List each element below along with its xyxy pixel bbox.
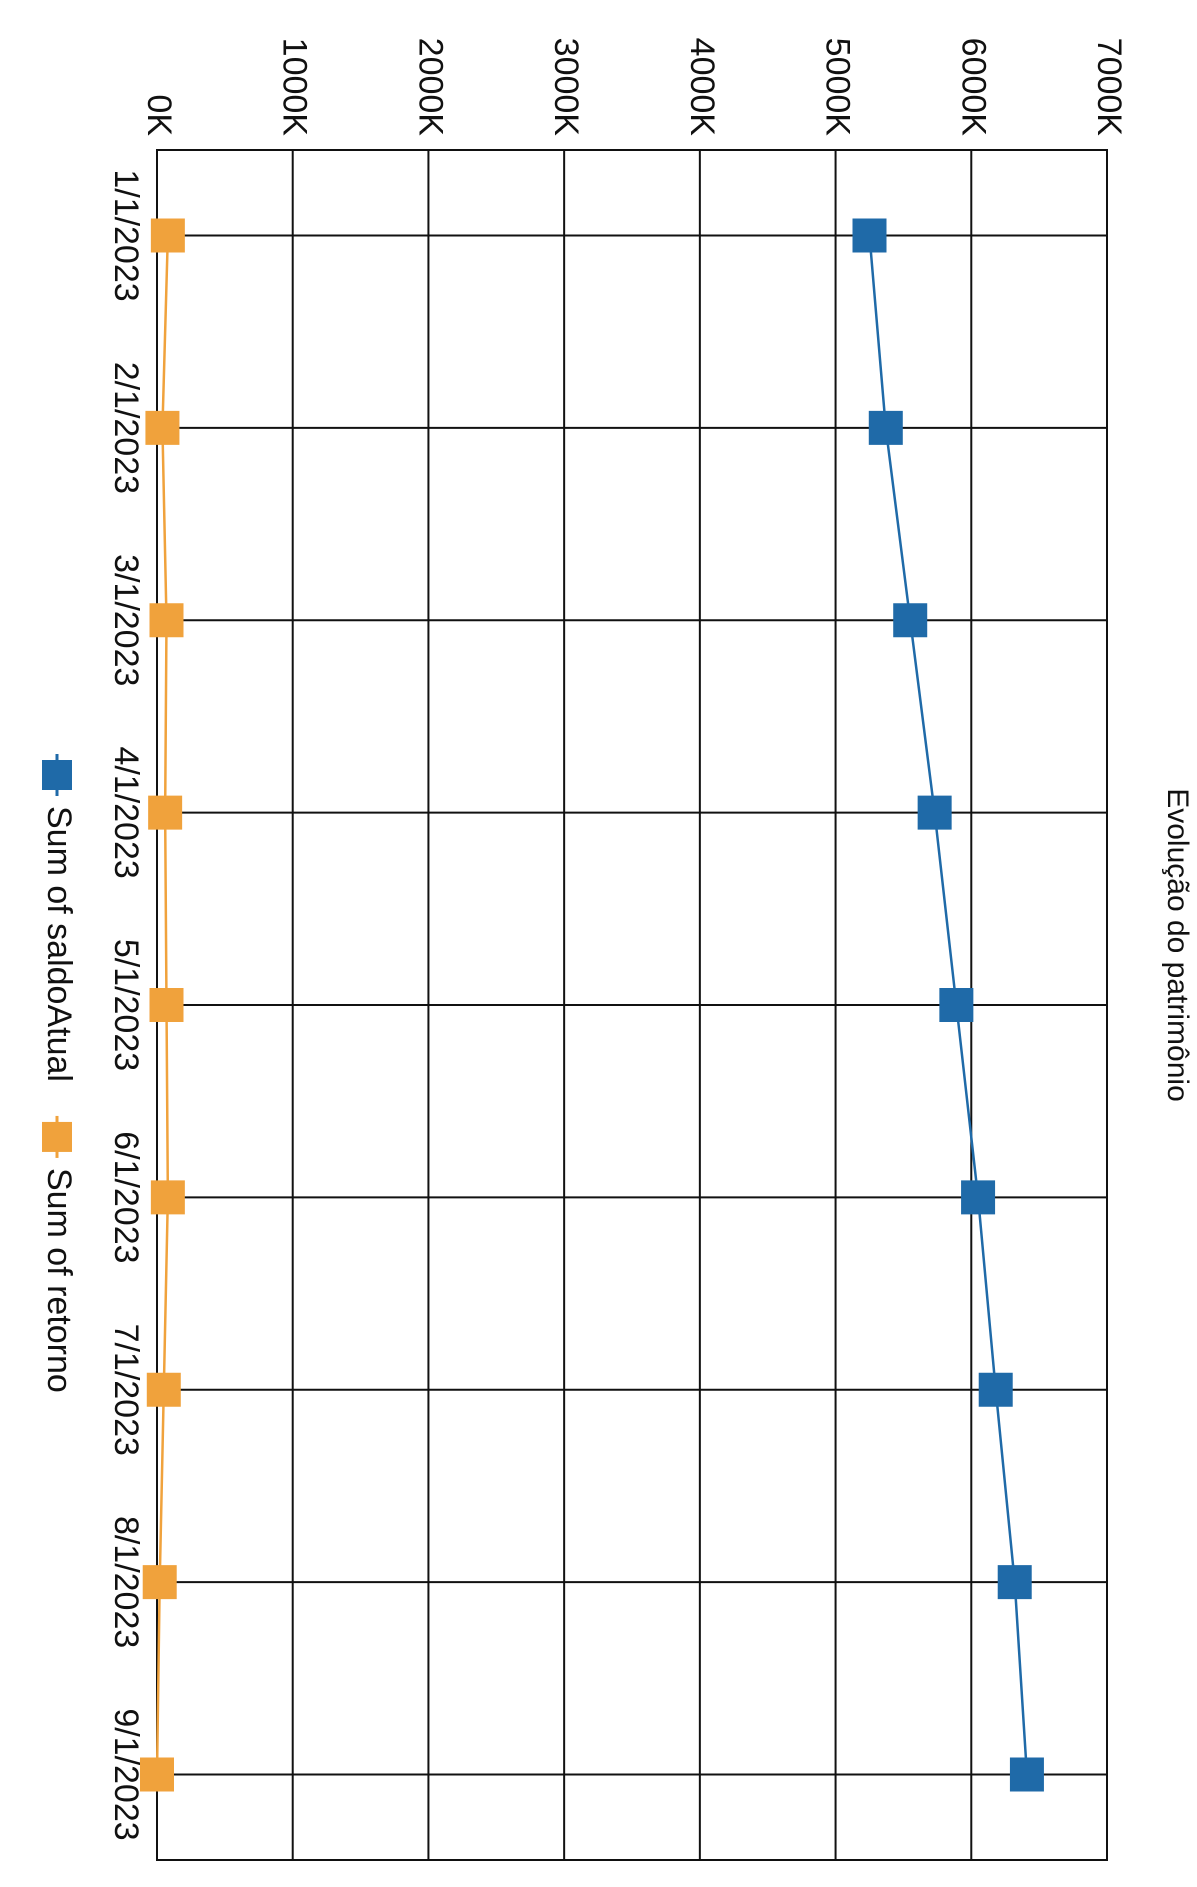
data-point [149, 988, 184, 1022]
data-point [852, 218, 887, 253]
legend-marker [42, 1121, 72, 1152]
data-point [961, 1180, 996, 1215]
data-point [145, 410, 180, 445]
chart-title: Evolução do patrimônio [1161, 788, 1194, 1102]
y-tick-label: 6000K [954, 38, 992, 137]
series-2 [140, 218, 185, 1792]
data-point [868, 410, 903, 445]
y-axis-ticks: 0K 1000K 2000K 3000K 4000K 5000K 6000K 7000K [140, 38, 1128, 137]
x-tick-label: 8/1/2023 [107, 1516, 145, 1648]
chart-legend: Sum of saldoAtual Sum of retorno [40, 754, 78, 1393]
legend-label: Sum of saldoAtual [40, 806, 78, 1082]
data-point [939, 988, 974, 1022]
data-point [917, 795, 952, 830]
series-1 [852, 218, 1044, 1792]
legend-item: Sum of saldoAtual [40, 754, 78, 1082]
x-tick-label: 9/1/2023 [107, 1708, 145, 1840]
data-point [150, 218, 185, 253]
y-tick-label: 3000K [547, 38, 585, 137]
data-point [997, 1565, 1032, 1600]
x-tick-label: 4/1/2023 [107, 746, 145, 878]
data-point [150, 1180, 185, 1215]
y-tick-label: 4000K [683, 38, 721, 137]
x-tick-label: 3/1/2023 [107, 554, 145, 686]
x-tick-label: 1/1/2023 [107, 169, 145, 301]
data-point [146, 1372, 181, 1407]
data-point [1009, 1757, 1044, 1792]
x-tick-label: 7/1/2023 [107, 1324, 145, 1456]
y-tick-label: 5000K [819, 38, 857, 137]
data-point [149, 603, 184, 638]
x-tick-label: 5/1/2023 [107, 939, 145, 1071]
x-axis-ticks: 1/1/2023 2/1/2023 3/1/2023 4/1/2023 5/1/2023… [107, 169, 145, 1840]
y-tick-label: 7000K [1090, 38, 1128, 137]
x-tick-label: 6/1/2023 [107, 1131, 145, 1263]
data-point [148, 795, 183, 830]
y-tick-label: 2000K [411, 38, 449, 137]
legend-label: Sum of retorno [40, 1168, 78, 1393]
data-point [140, 1757, 174, 1792]
x-tick-label: 2/1/2023 [107, 362, 145, 494]
data-point [142, 1565, 177, 1600]
data-point [978, 1372, 1013, 1407]
legend-marker [42, 760, 72, 790]
y-tick-label: 1000K [276, 38, 314, 137]
data-point [893, 603, 928, 638]
legend-item: Sum of retorno [40, 1115, 78, 1393]
chart-series [140, 218, 1044, 1792]
y-tick-label: 0K [140, 94, 178, 136]
